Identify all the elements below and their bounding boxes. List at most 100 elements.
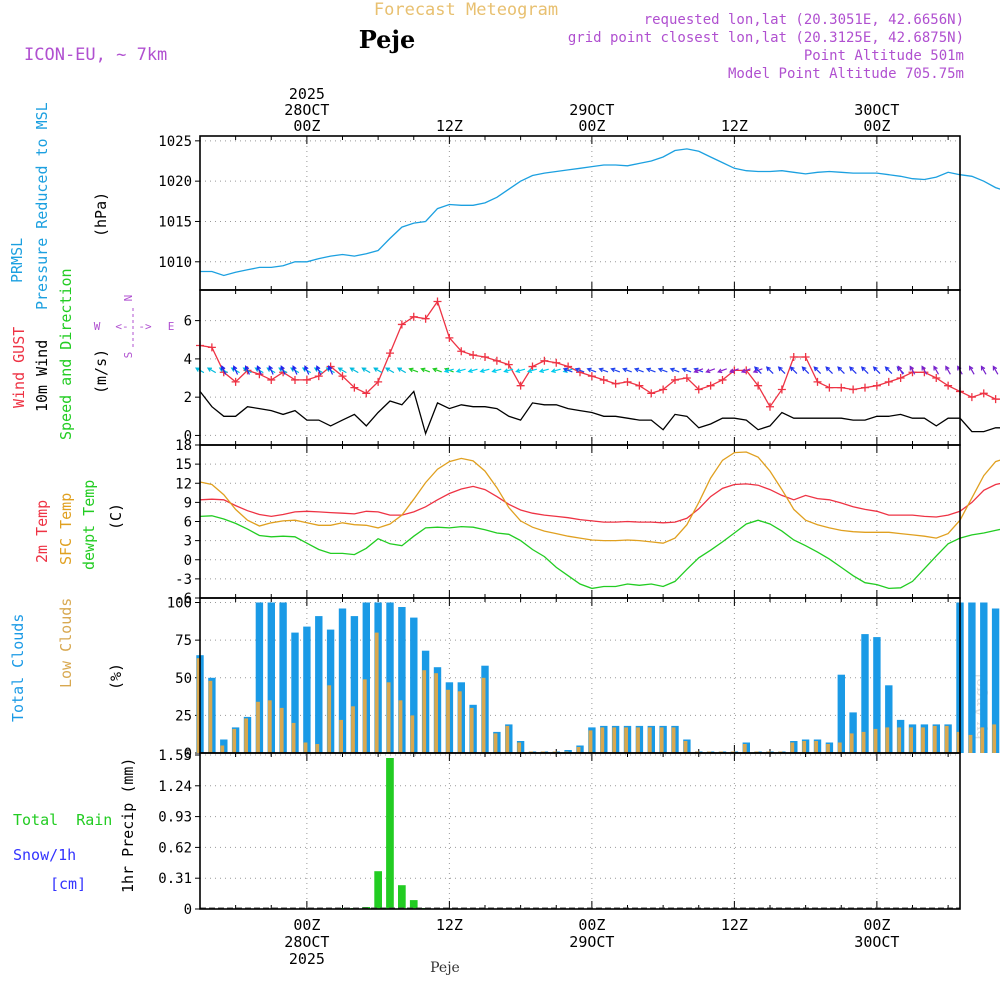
wind-arrow	[728, 368, 739, 374]
gust-marker	[979, 389, 988, 398]
gust-marker	[386, 349, 394, 358]
bottom-time-axis: 00Z28OCT202512Z00Z29OCT12Z00Z30OCT12Z	[284, 916, 899, 968]
gust-marker	[647, 389, 656, 398]
cloud-bar-low-clouds	[434, 673, 438, 753]
gust-marker	[338, 372, 347, 381]
cloud-bar-low-clouds	[303, 742, 308, 753]
top-time-label: 2025	[289, 85, 325, 103]
gust-marker	[635, 381, 644, 390]
gust-marker	[576, 368, 584, 377]
cloud-panel: 0 25 50 75 100	[167, 596, 1000, 762]
cloud-bar-low-clouds	[422, 670, 427, 753]
cloud-ytick-label: 50	[175, 671, 192, 687]
pressure-ytick-label: 1020	[158, 174, 192, 190]
gust-marker	[587, 372, 596, 381]
cloud-ytick-label: 100	[167, 596, 192, 612]
cloud-bar-low-clouds	[279, 707, 284, 753]
temp-ytick-label: -6	[175, 591, 192, 607]
cloud-bar-low-clouds	[446, 689, 450, 753]
cloud-bar-total-clouds	[255, 602, 264, 753]
temp-unit: (C)	[107, 503, 125, 530]
temp-series-sfc-temp	[199, 451, 1000, 544]
compass-north: N	[122, 295, 135, 302]
cloud-bar-low-clouds	[196, 658, 201, 753]
top-time-axis: 202528OCT00Z12Z29OCT00Z12Z30OCT00Z12Z	[284, 85, 899, 135]
cloud-bar-low-clouds	[837, 742, 842, 753]
pressure-label-1: PRMSL	[8, 238, 26, 283]
wind-arrow	[897, 365, 904, 375]
wind-arrow	[645, 367, 656, 373]
gust-marker	[528, 362, 537, 371]
cloud-bar-total-clouds	[362, 602, 370, 753]
wind-arrow	[849, 366, 857, 374]
wind-arrow	[479, 368, 490, 374]
cloud-bar-low-clouds	[944, 725, 949, 753]
wind-arrow	[385, 367, 395, 374]
wind-arrow	[801, 366, 810, 374]
gust-marker	[884, 377, 893, 386]
cloud-bar-low-clouds	[849, 733, 854, 753]
cloud-bar-total-clouds	[398, 607, 406, 753]
wind-arrow	[669, 367, 680, 373]
wind-arrow	[327, 365, 334, 375]
gust-marker	[552, 358, 561, 367]
footer-location: Peje	[430, 960, 460, 976]
cloud-bar-low-clouds	[968, 734, 973, 753]
gust-marker	[374, 377, 383, 386]
cloud-bar-low-clouds	[398, 700, 403, 753]
wind-arrow	[432, 367, 442, 373]
precip-bar-total-rain	[374, 871, 382, 909]
gust-marker	[350, 383, 359, 392]
gridpoint-coords: grid point closest lon,lat (20.3125E, 42…	[568, 30, 964, 46]
gust-marker	[564, 362, 573, 371]
temp-ytick-label: 3	[184, 534, 192, 550]
cloud-bar-low-clouds	[742, 744, 747, 753]
cloud-bar-low-clouds	[932, 725, 937, 753]
wind-arrow	[562, 367, 573, 373]
cloud-bar-low-clouds	[208, 680, 213, 753]
cloud-bar-low-clouds	[457, 691, 462, 753]
pressure-ytick-label: 1015	[158, 214, 192, 230]
wind-arrow	[455, 368, 466, 374]
wind-arrow	[315, 365, 322, 375]
wind-arrow	[633, 367, 644, 373]
model-altitude: Model Point Altitude 705.75m	[728, 66, 964, 82]
wind-arrow	[884, 366, 893, 374]
wind-series-10m-wind	[199, 390, 1000, 436]
cloud-bar-total-clouds	[386, 602, 394, 753]
gust-marker	[409, 312, 418, 321]
temp-ytick-label: 15	[175, 457, 192, 473]
low-cloud-label: Low Clouds	[57, 598, 75, 688]
snow-label: Snow/1h	[13, 846, 76, 864]
gust-marker	[849, 385, 858, 394]
temp-sfc-label: SFC Temp	[57, 493, 75, 565]
gust-marker	[433, 297, 442, 306]
precip-bar-total-rain	[409, 900, 418, 909]
wind-arrow	[921, 365, 928, 375]
wind-ytick-label: 4	[184, 352, 192, 368]
cloud-bar-low-clouds	[481, 677, 486, 753]
gust-marker	[967, 393, 976, 402]
cloud-bar-total-clouds	[885, 685, 893, 753]
temp-ytick-label: 6	[184, 515, 192, 531]
cloud-bar-total-clouds	[315, 616, 323, 753]
wind-arrow	[789, 366, 798, 374]
cloud-ytick-label: 75	[175, 633, 192, 649]
bottom-time-label: 30OCT	[854, 933, 899, 951]
gust-marker	[813, 377, 822, 386]
wind-arrow	[337, 367, 347, 374]
wind-arrow	[933, 365, 940, 375]
cloud-bar-low-clouds	[232, 728, 237, 753]
total-cloud-label: Total Clouds	[9, 614, 27, 722]
wind-speed-dir-label: Speed and Direction	[57, 268, 75, 440]
wind-unit: (m/s)	[92, 349, 110, 394]
wind-arrow	[420, 367, 431, 373]
precip-ytick-label: 0.31	[158, 871, 192, 887]
cloud-unit: (%)	[107, 663, 125, 690]
cloud-ytick-label: 25	[175, 708, 192, 724]
cloud-bar-low-clouds	[885, 727, 890, 753]
gust-marker	[599, 375, 608, 384]
snow-unit-label: [cm]	[50, 875, 86, 893]
wind-arrow	[837, 366, 845, 374]
